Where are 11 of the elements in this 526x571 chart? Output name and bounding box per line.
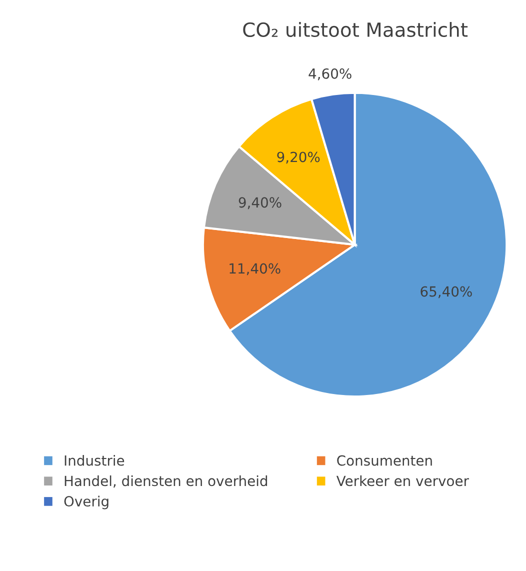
legend-label: Handel, diensten en overheid [64, 475, 268, 488]
legend-label: Overig [64, 496, 108, 510]
data-label: 9,20% [277, 152, 320, 164]
data-label: 4,60% [308, 68, 352, 80]
chart-title: CO₂ uitstoot Maastricht [243, 22, 468, 38]
data-label: 11,40% [230, 263, 280, 276]
data-label: 65,40% [420, 286, 472, 298]
legend-label: Industrie [64, 455, 124, 466]
legend-label: Consumenten [337, 455, 432, 466]
data-label: 9,40% [238, 197, 282, 210]
legend-label: Verkeer en vervoer [336, 475, 469, 486]
